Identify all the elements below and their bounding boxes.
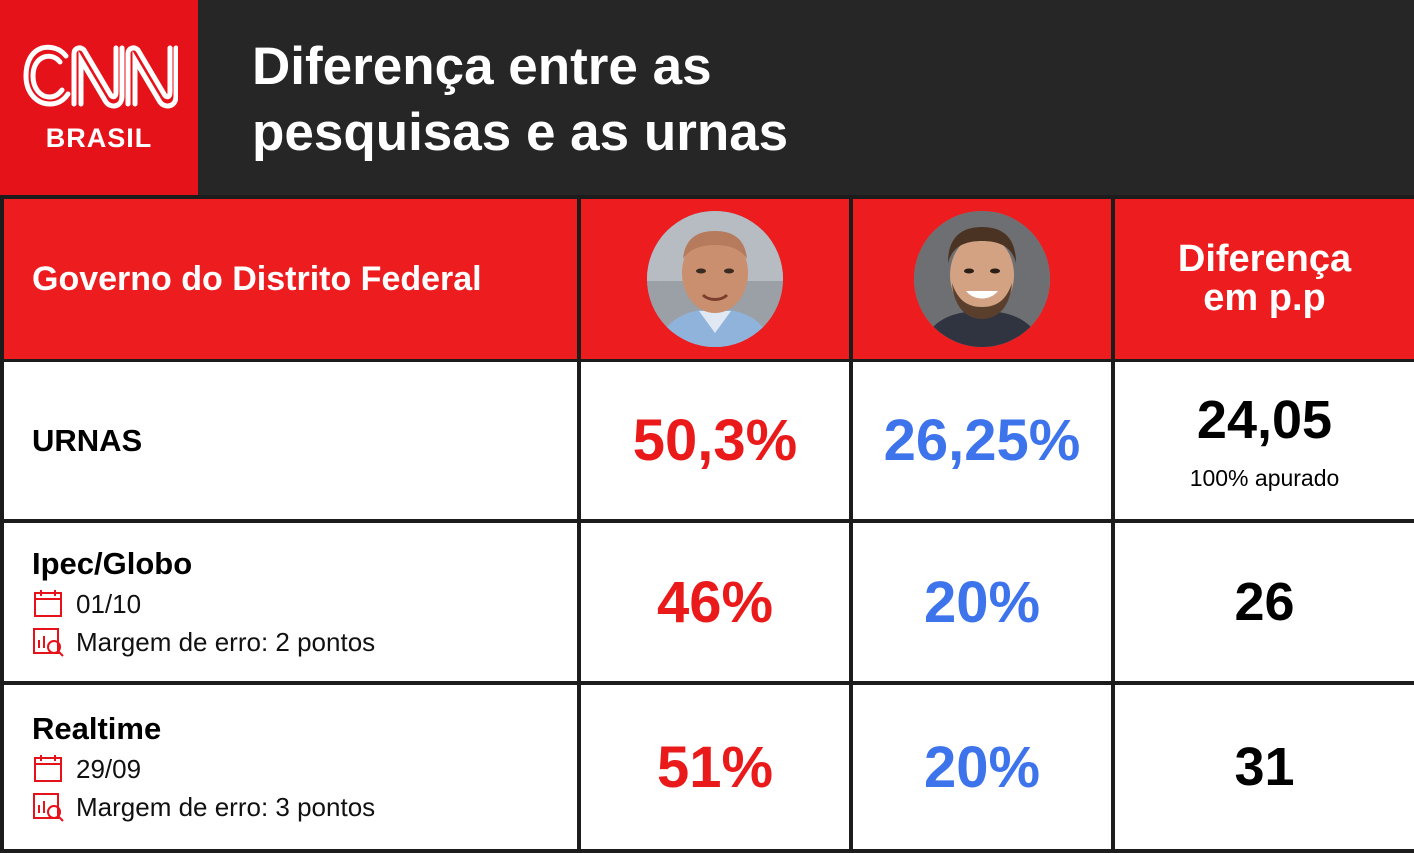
diff-header-line-2: em p.p bbox=[1203, 277, 1326, 319]
candidate-1-value: 50,3% bbox=[581, 362, 849, 519]
candidate-2-photo bbox=[914, 211, 1050, 347]
diff-header-line-1: Diferença bbox=[1177, 238, 1352, 280]
candidate-1-photo bbox=[647, 211, 783, 347]
row-date: 01/10 bbox=[32, 588, 141, 620]
diff-value: 26 bbox=[1115, 523, 1414, 681]
calendar-icon bbox=[34, 590, 62, 617]
candidate-2-percent: 26,25% bbox=[883, 408, 1081, 473]
diff-number: 31 bbox=[1234, 737, 1295, 797]
chart-search-icon bbox=[33, 628, 64, 657]
logo-subtitle: BRASIL bbox=[45, 123, 153, 153]
candidate-2-avatar bbox=[914, 211, 1050, 347]
calendar-icon bbox=[34, 755, 62, 782]
candidate-2-value: 26,25% bbox=[853, 362, 1111, 519]
row-title: URNAS bbox=[32, 422, 143, 458]
diff-value: 24,05 100% apurado bbox=[1115, 362, 1414, 519]
candidate-2-header bbox=[853, 199, 1111, 359]
row-date-text: 01/10 bbox=[76, 588, 142, 619]
candidate-1-avatar bbox=[647, 211, 783, 347]
row-margin-text: Margem de erro: 2 pontos bbox=[76, 626, 376, 657]
row-margin-text: Margem de erro: 3 pontos bbox=[76, 791, 376, 822]
chart-search-icon bbox=[33, 793, 64, 822]
page-title: Diferença entre as pesquisas e as urnas bbox=[252, 34, 1372, 166]
header: BRASIL Diferença entre as pesquisas e as… bbox=[0, 0, 1414, 195]
row-date-text: 29/09 bbox=[76, 753, 142, 784]
candidate-2-value: 20% bbox=[853, 685, 1111, 849]
diff-value: 31 bbox=[1115, 685, 1414, 849]
candidate-1-percent: 50,3% bbox=[632, 408, 798, 473]
row-margin: Margem de erro: 2 pontos bbox=[32, 626, 375, 658]
cnn-brasil-logo: BRASIL bbox=[0, 0, 198, 195]
candidate-1-percent: 51% bbox=[656, 734, 774, 800]
candidate-1-header bbox=[581, 199, 849, 359]
title-line-1: Diferença entre as bbox=[252, 37, 712, 96]
candidate-1-value: 46% bbox=[581, 523, 849, 681]
candidate-1-percent: 46% bbox=[656, 569, 774, 635]
row-title: Ipec/Globo bbox=[32, 546, 193, 581]
row-margin: Margem de erro: 3 pontos bbox=[32, 791, 375, 823]
diff-header: Diferença em p.p bbox=[1115, 199, 1414, 359]
diff-number: 26 bbox=[1234, 572, 1295, 632]
table-header-label: Governo do Distrito Federal bbox=[4, 199, 577, 359]
table-row-label: URNAS bbox=[4, 362, 577, 519]
results-table: Governo do Distrito Federal bbox=[0, 195, 1414, 853]
candidate-2-percent: 20% bbox=[923, 734, 1041, 800]
candidate-2-value: 20% bbox=[853, 523, 1111, 681]
diff-number: 24,05 bbox=[1196, 390, 1333, 450]
row-date: 29/09 bbox=[32, 753, 141, 785]
title-line-2: pesquisas e as urnas bbox=[252, 103, 789, 162]
table-row-label: Ipec/Globo 01/10 Margem de erro: 2 ponto… bbox=[4, 523, 577, 681]
candidate-1-value: 51% bbox=[581, 685, 849, 849]
diff-note: 100% apurado bbox=[1189, 465, 1340, 491]
cnn-logo-mark bbox=[23, 44, 178, 109]
table-row-label: Realtime 29/09 Margem de erro: 3 pontos bbox=[4, 685, 577, 849]
candidate-2-percent: 20% bbox=[923, 569, 1041, 635]
row-title: Realtime bbox=[32, 711, 162, 746]
